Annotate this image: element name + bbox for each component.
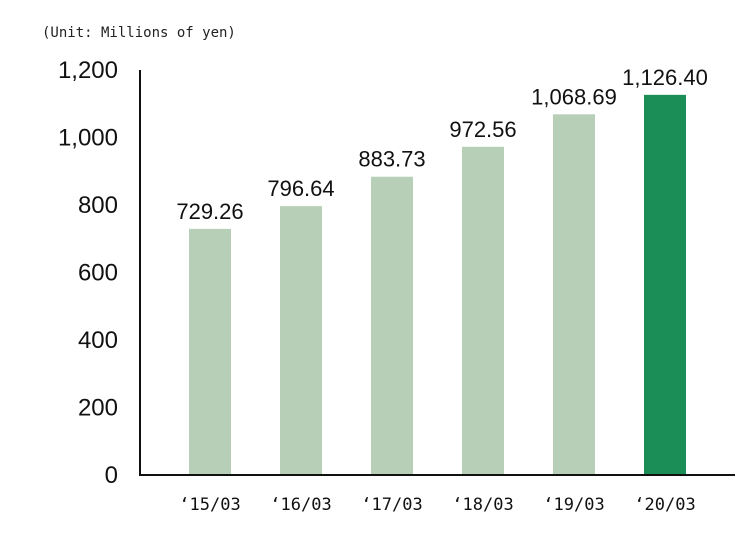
bar [462, 146, 504, 476]
bar [280, 206, 322, 475]
data-label: 796.64 [267, 176, 334, 201]
data-labels-group: 729.26 796.64 883.73 972.56 1,068.691,126.40 [176, 65, 707, 224]
x-tick-label: ‘15/03 [179, 495, 240, 515]
bar [189, 228, 231, 475]
y-tick-label: 200 [78, 395, 118, 422]
data-label: 1,126.40 [622, 65, 708, 90]
unit-label: (Unit: Millions of yen) [42, 25, 236, 41]
y-axis-ticks: 0 200 400 600 800 1,000 1,200 [58, 57, 118, 489]
x-tick-label: ‘20/03 [634, 495, 695, 515]
x-tick-label: ‘18/03 [452, 495, 513, 515]
x-tick-label: ‘16/03 [270, 495, 331, 515]
data-label: 972.56 [449, 117, 516, 142]
y-tick-label: 1,200 [58, 57, 118, 84]
y-tick-label: 0 [105, 462, 118, 489]
data-label: 729.26 [176, 199, 243, 224]
y-tick-label: 800 [78, 192, 118, 219]
x-tick-label: ‘19/03 [543, 495, 604, 515]
x-tick-label: ‘17/03 [361, 495, 422, 515]
data-label: 1,068.69 [531, 84, 617, 109]
bar [644, 94, 686, 475]
data-label: 883.73 [358, 147, 425, 172]
bars-group [189, 94, 686, 476]
bar [553, 114, 595, 475]
y-tick-label: 1,000 [58, 125, 118, 152]
y-tick-label: 400 [78, 327, 118, 354]
x-axis-ticks: ‘15/03 ‘16/03 ‘17/03 ‘18/03 ‘19/03 ‘20/03 [179, 495, 695, 515]
bar [371, 176, 413, 475]
y-tick-label: 600 [78, 260, 118, 287]
